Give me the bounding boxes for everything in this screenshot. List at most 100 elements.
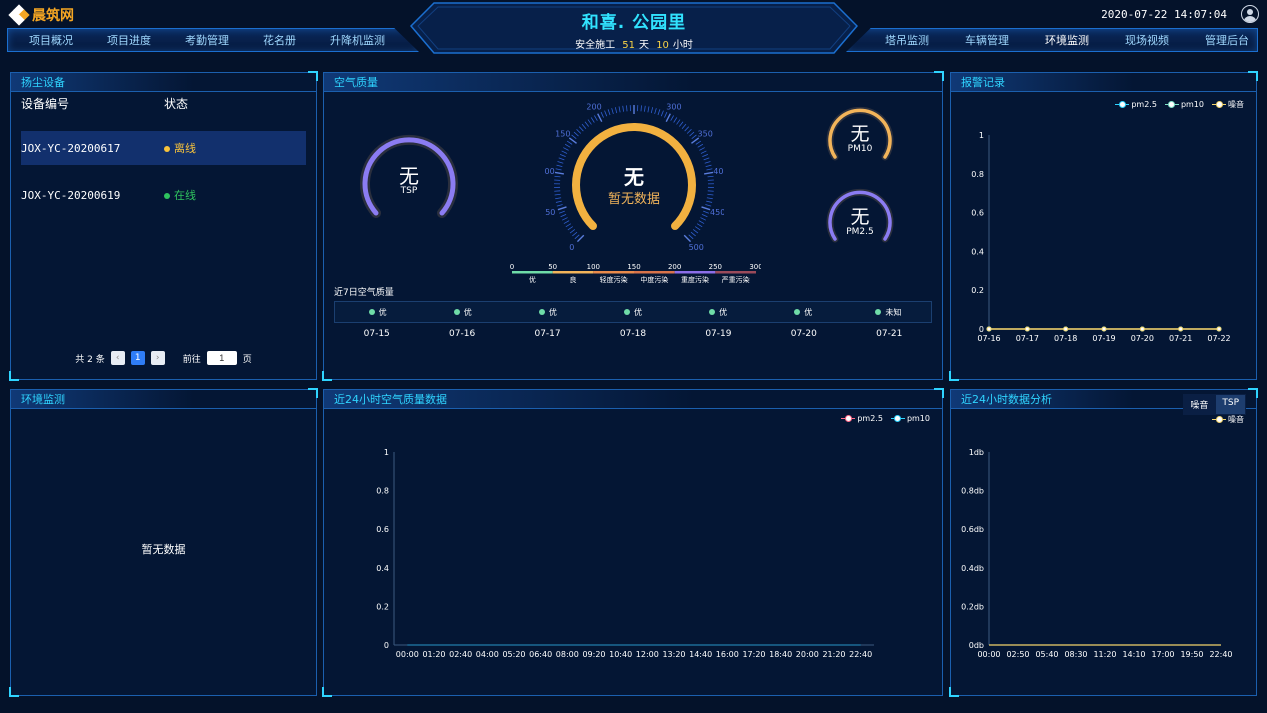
pm10-label: PM10 bbox=[847, 144, 873, 154]
day-date: 07-16 bbox=[449, 329, 476, 339]
legend-label: 噪音 bbox=[1228, 415, 1244, 424]
dial-tick bbox=[571, 134, 577, 140]
alarm-record-panel: 报警记录 pm2.5 pm10 噪音 0 0.2 0.4 0.6 0.8 1 07-16 07-1… bbox=[949, 71, 1258, 381]
day-status-text: 优 bbox=[548, 307, 557, 317]
scale-level-label: 良 bbox=[570, 275, 577, 284]
aqi-gauge-label: 无 暂无数据 bbox=[584, 166, 684, 207]
y-tick-label: 0.2 bbox=[971, 286, 984, 295]
user-avatar-icon[interactable] bbox=[1241, 5, 1259, 23]
dial-tick bbox=[701, 206, 711, 211]
dial-tick bbox=[554, 193, 561, 196]
x-tick-label: 20:00 bbox=[796, 650, 819, 659]
x-tick-label: 07-21 bbox=[1169, 334, 1192, 343]
day-status: 优 bbox=[590, 302, 675, 322]
dial-tick bbox=[673, 117, 678, 123]
dial-tick bbox=[618, 106, 621, 113]
day-status-text: 未知 bbox=[885, 307, 902, 317]
dial-tick-label: 500 bbox=[689, 243, 704, 252]
dial-tick bbox=[654, 108, 657, 115]
legend-item[interactable]: pm10 bbox=[890, 414, 930, 423]
scale-color-segment bbox=[634, 271, 675, 274]
scale-level-label: 中度污染 bbox=[640, 275, 668, 284]
nav-item-3[interactable]: 考勤管理 bbox=[185, 34, 229, 47]
nav-item-4[interactable]: 现场视频 bbox=[1125, 34, 1169, 47]
nav-item-4[interactable]: 花名册 bbox=[263, 34, 296, 47]
next-page-button[interactable]: › bbox=[150, 351, 165, 365]
scale-color-segment bbox=[593, 271, 634, 274]
datetime-display: 2020-07-22 14:07:04 bbox=[1101, 8, 1227, 21]
prev-page-button[interactable]: ‹ bbox=[110, 351, 125, 365]
nav-item-2[interactable]: 项目进度 bbox=[107, 34, 151, 47]
dial-tick bbox=[650, 107, 654, 114]
nav-item-1[interactable]: 项目概况 bbox=[29, 34, 73, 47]
x-tick-label: 02:50 bbox=[1006, 650, 1029, 659]
safety-hour-unit: 小时 bbox=[672, 40, 693, 51]
device-id: JOX-YC-20200617 bbox=[21, 141, 121, 155]
pagination-total: 共 2 条 bbox=[75, 354, 105, 365]
dial-tick bbox=[660, 110, 664, 117]
nav-item-1[interactable]: 塔吊监测 bbox=[885, 34, 929, 47]
pagination: 共 2 条 ‹ 1 › 前往 页 bbox=[11, 351, 316, 365]
y-tick-label: 0.2 bbox=[376, 602, 389, 611]
safety-hours: 10 bbox=[656, 40, 669, 51]
dial-tick bbox=[686, 129, 692, 134]
x-tick-label: 12:00 bbox=[636, 650, 659, 659]
status-dot-icon bbox=[538, 309, 545, 315]
y-tick-label: 0 bbox=[384, 641, 389, 650]
nav-item-5[interactable]: 管理后台 bbox=[1205, 34, 1249, 47]
scale-color-segment bbox=[512, 271, 553, 274]
nav-item-2[interactable]: 车辆管理 bbox=[965, 34, 1009, 47]
legend-item[interactable]: 噪音 bbox=[1212, 99, 1244, 110]
dial-tick bbox=[558, 157, 565, 161]
dial-tick bbox=[584, 121, 589, 127]
dial-tick bbox=[706, 200, 713, 203]
tab-noise[interactable]: 噪音 bbox=[1183, 394, 1216, 415]
dial-tick bbox=[697, 143, 704, 148]
x-tick-label: 17:20 bbox=[742, 650, 765, 659]
dial-tick bbox=[704, 171, 714, 175]
legend-item[interactable]: pm2.5 bbox=[1115, 100, 1157, 109]
nav-item-3[interactable]: 环境监测 bbox=[1045, 34, 1089, 47]
device-row[interactable]: JOX-YC-20200617 离线 bbox=[21, 131, 306, 165]
legend-item[interactable]: pm10 bbox=[1164, 100, 1204, 109]
tab-tsp[interactable]: TSP bbox=[1215, 394, 1246, 415]
dial-tick bbox=[694, 226, 701, 231]
page-unit: 页 bbox=[242, 354, 252, 365]
x-tick-label: 07-19 bbox=[1092, 334, 1115, 343]
day-status: 优 bbox=[761, 302, 846, 322]
legend-label: pm2.5 bbox=[857, 414, 883, 423]
scale-number: 250 bbox=[709, 263, 722, 271]
day-date: 07-21 bbox=[876, 329, 903, 339]
dial-tick-label: 150 bbox=[555, 129, 570, 138]
dial-tick-label: 350 bbox=[698, 129, 713, 138]
dial-tick bbox=[622, 105, 624, 112]
legend-label: pm2.5 bbox=[1131, 100, 1157, 109]
dial-tick bbox=[698, 220, 705, 224]
dial-tick bbox=[573, 131, 579, 137]
scale-color-segment bbox=[552, 271, 594, 274]
dial-tick bbox=[690, 231, 696, 237]
dial-tick bbox=[563, 147, 569, 151]
device-row[interactable]: JOX-YC-20200619 在线 bbox=[21, 178, 306, 212]
x-tick-label: 16:00 bbox=[716, 650, 739, 659]
site-name: 和喜. 公园里 bbox=[581, 13, 687, 33]
dial-tick bbox=[555, 200, 562, 203]
pm10-gauge-label: 无 PM10 bbox=[830, 125, 890, 155]
goto-page-input[interactable] bbox=[206, 351, 237, 365]
scale-color-segment bbox=[674, 271, 716, 274]
legend-marker-icon bbox=[1164, 101, 1179, 109]
dial-tick bbox=[607, 109, 611, 116]
dial-tick bbox=[569, 229, 576, 234]
nav-item-5[interactable]: 升降机监测 bbox=[330, 34, 385, 47]
dial-tick bbox=[703, 210, 709, 214]
dial-tick bbox=[706, 168, 713, 171]
legend-item[interactable]: 噪音 bbox=[1212, 414, 1244, 425]
y-tick-label: 0 bbox=[979, 325, 984, 334]
x-tick-label: 09:20 bbox=[582, 650, 605, 659]
scale-level-label: 优 bbox=[529, 275, 536, 284]
legend-item[interactable]: pm2.5 bbox=[841, 414, 883, 423]
current-page-button[interactable]: 1 bbox=[130, 351, 145, 365]
device-status-text: 离线 bbox=[174, 142, 196, 155]
legend-marker-icon bbox=[1115, 101, 1130, 109]
x-tick-label: 07-17 bbox=[1016, 334, 1039, 343]
